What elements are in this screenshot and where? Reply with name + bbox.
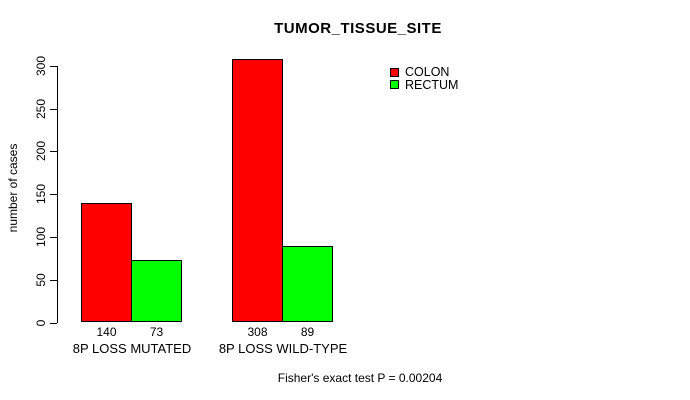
y-axis-tick-label: 150 <box>34 184 48 205</box>
y-axis-tick <box>50 151 57 153</box>
y-axis-tick <box>50 108 57 110</box>
y-axis-tick <box>50 65 57 67</box>
legend-row: RECTUM <box>390 77 459 92</box>
y-axis-label: number of cases <box>6 143 20 233</box>
y-axis-tick-label: 0 <box>34 319 48 326</box>
y-axis-tick <box>50 236 57 238</box>
y-axis-tick-label: 100 <box>34 226 48 247</box>
bar-rectum-1 <box>131 260 182 323</box>
bar-value-label: 73 <box>149 325 164 339</box>
category-label: 8P LOSS MUTATED <box>72 341 192 356</box>
bar-colon-2 <box>232 58 283 323</box>
chart-title: TUMOR_TISSUE_SITE <box>274 20 442 37</box>
legend-swatch-rectum <box>390 80 399 89</box>
y-axis-tick <box>50 194 57 196</box>
y-axis-tick-label: 50 <box>34 273 48 287</box>
bar-value-label: 89 <box>300 325 315 339</box>
legend-row: COLON <box>390 65 450 79</box>
bar-value-label: 140 <box>96 325 117 339</box>
y-axis-tick-label: 200 <box>34 141 48 162</box>
legend-label-colon: COLON <box>405 65 450 79</box>
y-axis-tick <box>50 279 57 281</box>
bar-value-label: 308 <box>247 325 268 339</box>
y-axis-tick <box>50 322 57 324</box>
bar-rectum-2 <box>282 246 333 323</box>
legend-swatch-colon <box>390 67 399 77</box>
statistical-test-footnote: Fisher's exact test P = 0.00204 <box>277 371 443 385</box>
y-axis-line <box>57 65 58 324</box>
y-axis-tick-label: 250 <box>34 98 48 119</box>
legend-label-rectum: RECTUM <box>405 77 459 92</box>
category-label: 8P LOSS WILD-TYPE <box>218 341 348 356</box>
y-axis-tick-label: 300 <box>34 55 48 76</box>
bar-colon-1 <box>81 202 132 323</box>
